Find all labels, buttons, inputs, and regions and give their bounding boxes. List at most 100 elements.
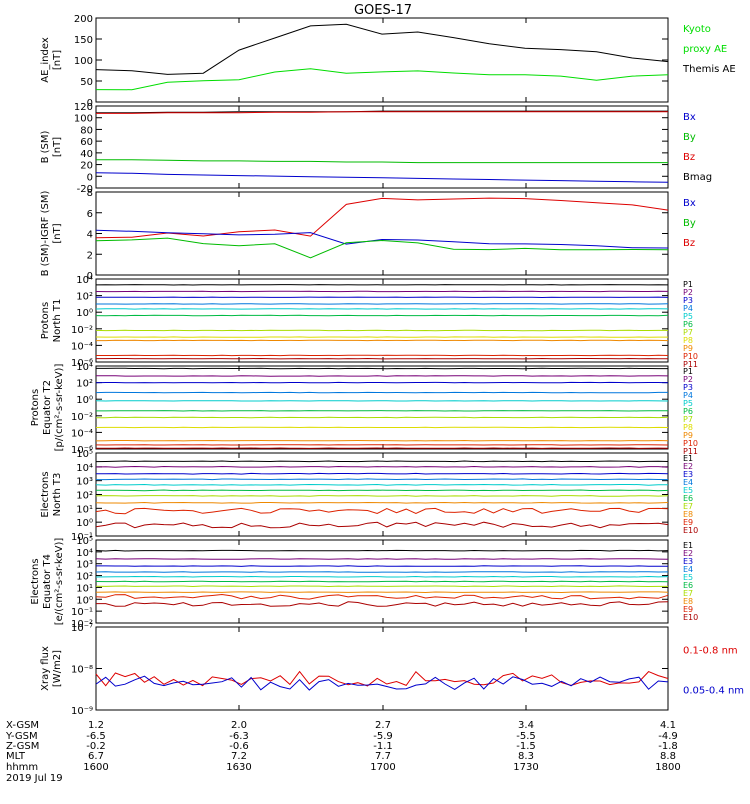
y-tick-label: 2	[87, 250, 93, 261]
y-tick-label: 10⁻⁸	[71, 665, 93, 676]
series-line-e6	[96, 581, 668, 582]
series-line-e2	[96, 559, 668, 560]
legend-entry: Bx	[683, 198, 696, 209]
series-line-e2	[96, 467, 668, 468]
y-tick-label: 10⁻⁷	[71, 623, 93, 634]
y-tick-label: 4	[87, 230, 93, 241]
y-axis-label: Electrons	[40, 471, 51, 517]
y-tick-label: 10³	[76, 560, 93, 571]
legend-entry: E10	[683, 613, 698, 622]
x-tick-label: 2.7	[375, 720, 391, 731]
series-line-bz	[96, 198, 668, 238]
series-line-by	[96, 160, 668, 163]
y-tick-label: 10⁰	[76, 595, 93, 606]
y-axis-label: [nT]	[52, 50, 63, 70]
y-tick-label: 10²	[76, 379, 93, 390]
legend-entry: Bz	[683, 238, 695, 249]
series-line-e5	[96, 485, 668, 486]
y-tick-label: 6	[87, 209, 93, 220]
x-tick-label: 6.7	[88, 751, 104, 762]
panel-frame	[96, 366, 668, 449]
y-tick-label: 50	[80, 77, 93, 88]
y-axis-label: Equator T4	[42, 554, 53, 609]
y-axis-label: B (SM)	[40, 130, 51, 163]
y-axis-label: [p/(cm²-s-sr-keV)]	[54, 364, 65, 452]
legend-entry: Kyoto	[683, 24, 711, 35]
legend-entry: By	[683, 132, 696, 143]
series-line-e4	[96, 479, 668, 480]
x-tick-label: 7.7	[375, 751, 391, 762]
y-tick-label: 60	[80, 137, 93, 148]
legend-entry: Themis AE	[682, 64, 736, 75]
y-axis-label: Protons	[40, 302, 51, 339]
legend-entry: Bz	[683, 152, 695, 163]
y-tick-label: 10⁴	[76, 362, 93, 373]
y-axis-label: [nT]	[52, 223, 63, 243]
series-line-e10	[96, 522, 668, 528]
y-axis-label: [W/m2]	[52, 650, 63, 687]
y-tick-label: 120	[74, 102, 93, 113]
y-tick-label: 10⁴	[76, 275, 93, 286]
series-line-e7	[96, 496, 668, 497]
y-tick-label: 10¹	[76, 504, 93, 515]
series-line-by	[96, 238, 668, 258]
legend-entry: Bx	[683, 112, 696, 123]
y-tick-label: 8	[87, 188, 93, 199]
y-tick-label: 10²	[76, 491, 93, 502]
series-line-e9	[96, 508, 668, 513]
panel-frame	[96, 18, 668, 102]
x-tick-label: 1730	[513, 762, 538, 773]
x-tick-label: 8.3	[518, 751, 534, 762]
series-line-bx	[96, 230, 668, 248]
series-line-e6	[96, 490, 668, 491]
y-tick-label: 20	[80, 161, 93, 172]
y-tick-label: 10⁻¹	[71, 607, 93, 618]
series-line-e3	[96, 566, 668, 567]
panel-frame	[96, 106, 668, 188]
series-line-themis-ae	[96, 24, 668, 74]
series-line-e1	[96, 550, 668, 551]
series-line-kyoto-proxy-ae	[96, 69, 668, 90]
y-tick-label: 100	[74, 56, 93, 67]
y-tick-label: 10⁰	[76, 518, 93, 529]
series-line-e5	[96, 577, 668, 578]
y-axis-label: [e/(cm²-s-sr-keV)]	[54, 538, 65, 626]
y-tick-label: 80	[80, 125, 93, 136]
x-tick-label: 2.0	[231, 720, 247, 731]
y-axis-label: Equator T2	[42, 380, 53, 435]
y-tick-label: 200	[74, 14, 93, 25]
series-line-e4	[96, 572, 668, 573]
x-tick-label: 1600	[83, 762, 108, 773]
y-tick-label: 10⁰	[76, 308, 93, 319]
y-axis-label: North T3	[52, 473, 63, 517]
y-tick-label: 10⁻⁴	[71, 428, 93, 439]
x-tick-label: 3.4	[518, 720, 534, 731]
series-line-e1	[96, 461, 668, 462]
legend-entry: 0.1-0.8 nm	[683, 646, 738, 657]
x-tick-label: 1800	[655, 762, 680, 773]
y-tick-label: 10²	[76, 292, 93, 303]
x-tick-label: 1.2	[88, 720, 104, 731]
x-axis-row-label: 2019 Jul 19	[6, 773, 63, 784]
x-tick-label: 1700	[370, 762, 395, 773]
series-line-e10	[96, 602, 668, 607]
y-tick-label: 10⁴	[76, 548, 93, 559]
y-tick-label: 10⁻⁹	[71, 706, 93, 717]
y-axis-label: AE_index	[40, 37, 51, 83]
y-axis-label: Protons	[30, 389, 41, 426]
y-tick-label: 10⁴	[76, 463, 93, 474]
y-tick-label: 10⁻²	[71, 325, 93, 336]
legend-entry: 0.05-0.4 nm	[683, 686, 744, 697]
x-tick-label: 8.8	[660, 751, 676, 762]
series-line-e9	[96, 595, 668, 600]
series-line-bx	[96, 173, 668, 183]
y-tick-label: 0	[87, 172, 93, 183]
y-tick-label: 40	[80, 149, 93, 160]
panel-frame	[96, 627, 668, 710]
